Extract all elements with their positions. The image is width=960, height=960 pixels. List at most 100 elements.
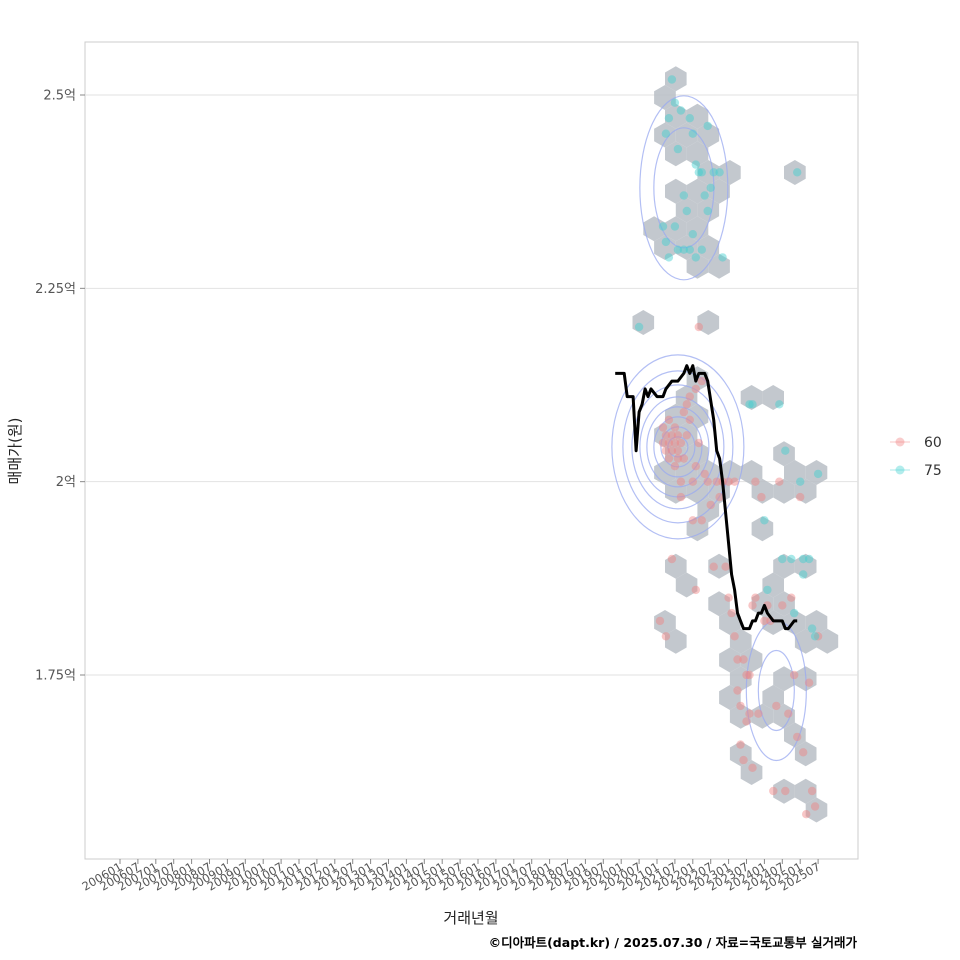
data-point-60 <box>715 492 724 502</box>
data-point-75 <box>775 400 784 409</box>
hexbin-cell <box>632 310 655 335</box>
data-point-60 <box>664 454 674 463</box>
data-point-60 <box>787 593 796 602</box>
hexbin-cell <box>794 778 817 804</box>
hexbin-cell <box>816 628 839 654</box>
hexbin-cell <box>762 685 784 710</box>
data-point-75 <box>685 245 694 254</box>
hexbin-cell <box>697 310 720 335</box>
data-point-60 <box>700 469 709 479</box>
hexbin-cell <box>675 422 698 448</box>
data-point-75 <box>676 106 686 115</box>
y-tick-label: 2.25억 <box>35 282 76 297</box>
hexbin-cell <box>805 460 828 485</box>
y-axis-title: 매매가(원) <box>6 418 24 485</box>
moving-average-line <box>615 364 798 631</box>
data-point-60 <box>697 516 706 525</box>
legend-item-75: 75 <box>890 463 942 479</box>
hexbin-cell <box>675 197 698 223</box>
data-point-60 <box>721 562 730 571</box>
data-point-75 <box>700 191 709 200</box>
legend-key-75 <box>895 465 905 475</box>
hexbin-cell <box>805 797 828 823</box>
data-point-75 <box>691 160 700 169</box>
hexbin-cell <box>773 553 795 579</box>
data-point-60 <box>673 431 683 440</box>
hexbin-cell <box>773 478 795 504</box>
data-point-75 <box>694 168 703 177</box>
data-point-60 <box>781 786 790 796</box>
data-point-60 <box>807 786 817 796</box>
data-point-60 <box>661 632 671 641</box>
data-point-60 <box>760 616 769 626</box>
data-point-75 <box>778 554 787 564</box>
hexbin-cell <box>762 610 784 635</box>
data-point-60 <box>679 407 688 417</box>
data-point-60 <box>742 717 751 726</box>
hexbin-cell <box>762 572 784 598</box>
data-point-75 <box>667 75 677 84</box>
data-point-60 <box>748 763 757 772</box>
data-point-75 <box>682 206 691 216</box>
hexbin-cell <box>773 703 795 729</box>
x-axis-title: 거래년월 <box>443 909 498 927</box>
data-point-75 <box>661 237 671 247</box>
data-point-60 <box>733 655 742 664</box>
hexbin-cell <box>686 253 709 279</box>
data-point-75 <box>813 469 823 479</box>
y-axis-ticks: 1.75억 2억 2.25억 2.5억 <box>35 89 85 684</box>
density-contour <box>611 354 745 540</box>
data-point-60 <box>658 423 668 432</box>
data-point-60 <box>670 423 680 432</box>
data-point-60 <box>796 492 805 502</box>
hexbin-cell <box>686 516 709 542</box>
density-contour <box>631 384 725 510</box>
density-contour <box>646 406 710 488</box>
data-point-60 <box>802 810 811 819</box>
data-point-60 <box>661 431 671 440</box>
hexbin-cell <box>654 610 676 635</box>
y-tick-label: 2.5억 <box>43 89 76 104</box>
hexbin-cell <box>719 160 741 185</box>
legend-item-60: 60 <box>890 435 942 451</box>
hexbin-cell <box>665 66 687 92</box>
density-contour <box>660 426 696 468</box>
data-point-60 <box>706 500 715 510</box>
data-point-75 <box>685 114 694 123</box>
hexbin-cell <box>708 591 730 617</box>
data-point-75 <box>781 446 790 455</box>
data-point-60 <box>742 670 751 680</box>
hexbin-cell <box>773 441 795 467</box>
data-point-60 <box>799 748 808 757</box>
hexbin-cell <box>665 141 687 167</box>
legend-label-75: 75 <box>924 463 942 479</box>
data-point-60 <box>727 608 736 618</box>
hexbin-cell <box>729 628 752 654</box>
hexbin-cell <box>665 628 687 654</box>
data-point-60 <box>730 477 739 486</box>
data-point-60 <box>667 431 677 440</box>
data-point-60 <box>691 384 700 394</box>
data-point-60 <box>688 477 697 486</box>
hexbin-cell <box>665 178 687 204</box>
data-point-75 <box>796 477 805 486</box>
hexbin-cell <box>740 760 763 785</box>
hexbin-cell <box>784 460 806 485</box>
data-point-75 <box>664 114 674 123</box>
data-point-60 <box>703 477 712 486</box>
hexbin-cell <box>665 553 687 579</box>
data-point-75 <box>810 632 820 641</box>
hexbin-cell <box>773 591 795 617</box>
data-point-60 <box>778 601 787 610</box>
hexbin-cell <box>665 441 687 467</box>
data-point-75 <box>697 245 706 254</box>
density-contour <box>667 436 689 458</box>
hexbin-cell <box>729 703 752 729</box>
hexbin-cell <box>729 741 752 767</box>
hexbin-cell <box>751 516 774 542</box>
data-point-60 <box>739 755 748 765</box>
data-point-60 <box>676 438 686 448</box>
data-point-75 <box>697 168 706 177</box>
hexbin-cell <box>665 403 687 429</box>
density-contour <box>653 127 715 249</box>
